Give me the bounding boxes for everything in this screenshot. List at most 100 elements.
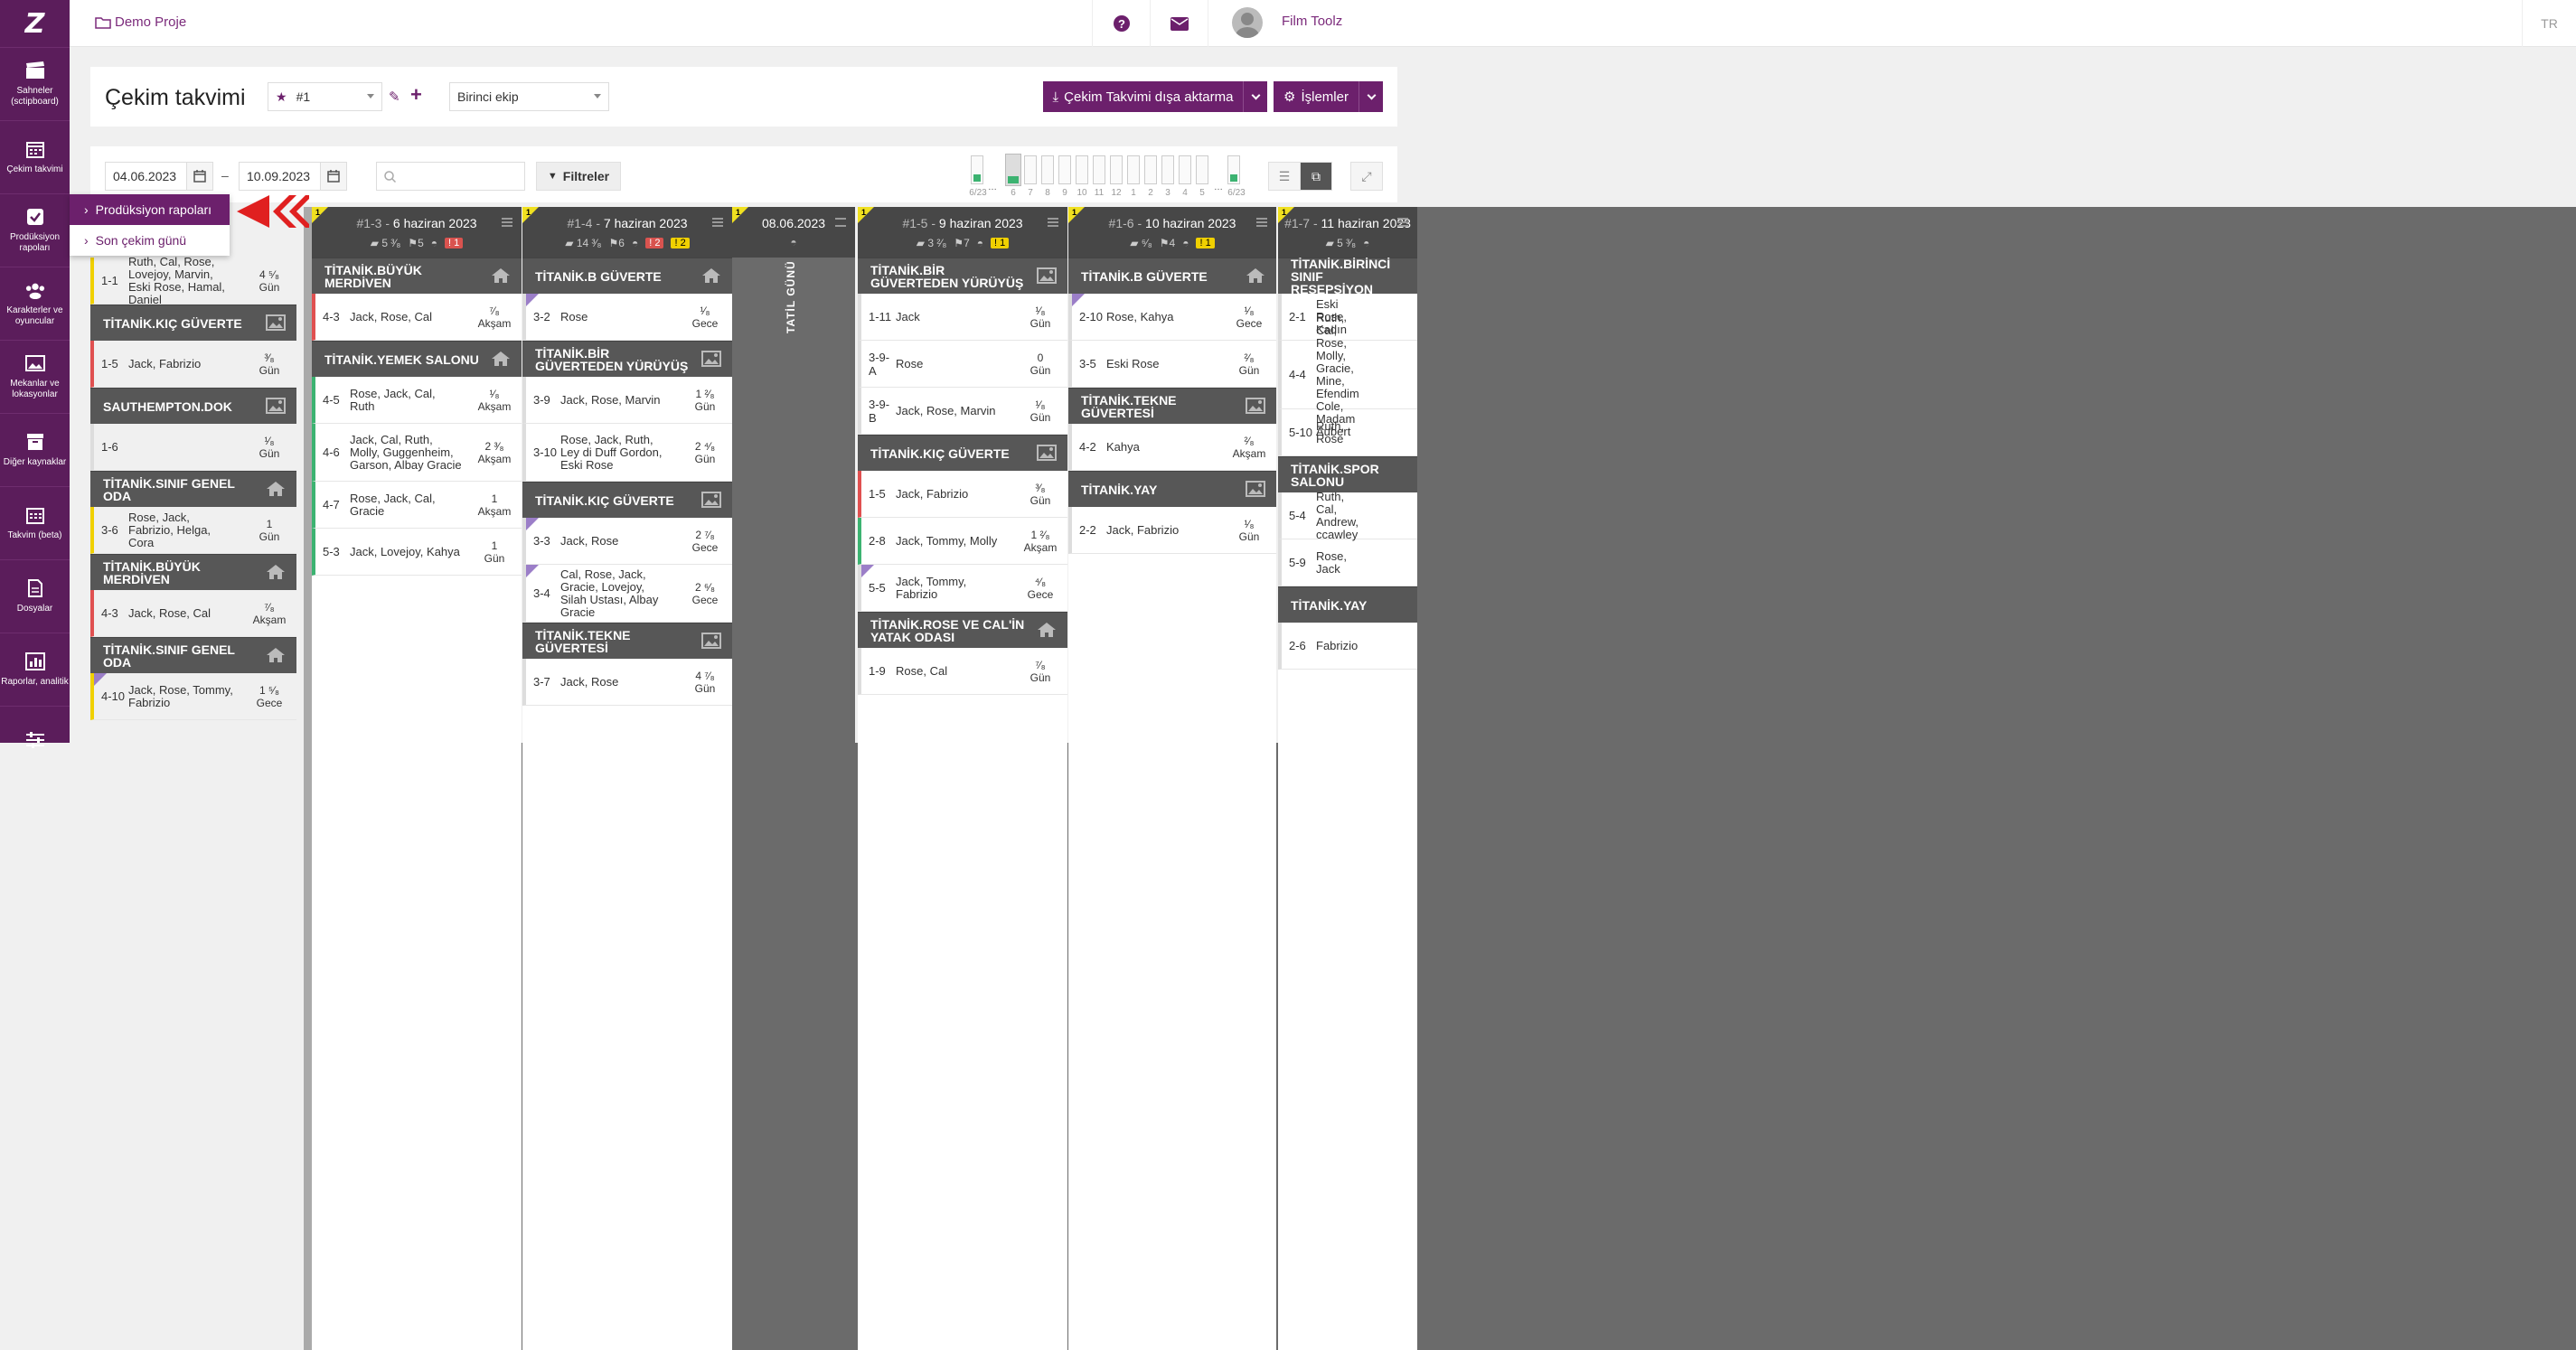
language-switch[interactable]: TR xyxy=(2522,0,2576,47)
fullscreen-button[interactable]: ⤢ xyxy=(1350,162,1383,191)
scene-strip[interactable]: 4-6 Jack, Cal, Ruth, Molly, Guggenheim, G… xyxy=(312,424,522,482)
scene-strip[interactable]: 4-3 Jack, Rose, Cal ⁷⁄₈ Akşam xyxy=(90,590,296,637)
actions-dropdown-toggle[interactable] xyxy=(1359,81,1383,112)
scene-strip[interactable]: 3-3 Jack, Rose 2 ⁷⁄₈ Gece xyxy=(522,518,732,565)
edit-icon[interactable]: ✎ xyxy=(389,89,400,105)
scene-strip[interactable]: 1-11 Jack ¹⁄₈ Gün xyxy=(858,294,1067,341)
warning-badge-red[interactable]: ! 2 xyxy=(645,238,664,248)
location-header[interactable]: TİTANİK.BİRİNCİ SINIF RESEPSİYON xyxy=(1278,258,1417,295)
scene-strip[interactable]: 5-4 Ruth, Cal, Andrew, ccawley xyxy=(1278,490,1417,540)
scene-strip[interactable]: 3-9-A Rose 0 Gün xyxy=(858,341,1067,388)
column-menu-icon[interactable] xyxy=(502,218,512,227)
scene-strip[interactable]: 3-2 Rose ¹⁄₈ Gece xyxy=(522,294,732,341)
project-link[interactable]: Demo Proje xyxy=(95,14,186,30)
location-header[interactable]: TİTANİK.SPOR SALONU xyxy=(1278,456,1417,492)
scene-strip[interactable]: 3-7 Jack, Rose 4 ⁷⁄₈ Gün xyxy=(522,659,732,706)
location-header[interactable]: TİTANİK.BÜYÜK MERDİVEN xyxy=(90,554,296,590)
column-menu-icon[interactable] xyxy=(1048,218,1058,227)
location-header[interactable]: TİTANİK.SINIF GENEL ODA xyxy=(90,471,296,507)
list-view-button[interactable]: ☰ xyxy=(1268,162,1301,191)
column-menu-icon[interactable] xyxy=(1397,218,1408,227)
calendar-minibar[interactable] xyxy=(1076,155,1088,184)
location-header[interactable]: TİTANİK.YAY xyxy=(1278,586,1417,623)
calendar-minibar[interactable] xyxy=(1024,155,1037,184)
scene-strip[interactable]: 1-5 Jack, Fabrizio ³⁄₈ Gün xyxy=(858,471,1067,518)
scene-strip[interactable]: 1-9 Rose, Cal ⁷⁄₈ Gün xyxy=(858,648,1067,695)
column-menu-icon[interactable] xyxy=(1256,218,1267,227)
board-view-button[interactable]: ⧉ xyxy=(1300,162,1332,191)
location-header[interactable]: TİTANİK.SINIF GENEL ODA xyxy=(90,637,296,673)
location-header[interactable]: TİTANİK.B GÜVERTE xyxy=(1068,258,1276,294)
calendar-minibar[interactable] xyxy=(1127,155,1140,184)
calendar-icon[interactable] xyxy=(186,162,213,191)
location-header[interactable]: TİTANİK.ROSE VE CAL'İN YATAK ODASI xyxy=(858,612,1067,648)
scene-strip[interactable]: 4-5 Rose, Jack, Cal, Ruth ¹⁄₈ Akşam xyxy=(312,377,522,424)
submenu-item-production-reports[interactable]: › Prodüksiyon rapoları xyxy=(70,194,230,225)
scene-strip[interactable]: 1-6 ¹⁄₈ Gün xyxy=(90,424,296,471)
filters-button[interactable]: ▼ Filtreler xyxy=(536,162,621,191)
schedule-select[interactable]: ★ #1 xyxy=(268,82,382,111)
scene-strip[interactable]: 2-2 Jack, Fabrizio ¹⁄₈ Gün xyxy=(1068,507,1276,554)
scene-strip[interactable]: 3-5 Eski Rose ²⁄₈ Gün xyxy=(1068,341,1276,388)
sidebar-item-users[interactable]: Karakterler ve oyuncular xyxy=(0,267,70,340)
scene-strip[interactable]: 3-6 Rose, Jack, Fabrizio, Helga, Cora 1 Gün xyxy=(90,507,296,554)
date-from-input[interactable]: 04.06.2023 xyxy=(105,162,188,191)
actions-button[interactable]: ⚙ İşlemler xyxy=(1274,81,1383,112)
search-input[interactable] xyxy=(376,162,525,191)
calendar-minibar[interactable] xyxy=(1041,155,1054,184)
location-header[interactable]: TİTANİK.BÜYÜK MERDİVEN xyxy=(312,258,522,294)
location-header[interactable]: TİTANİK.KIÇ GÜVERTE xyxy=(858,435,1067,471)
warning-badge-yellow[interactable]: ! 1 xyxy=(991,238,1010,248)
sidebar-item-calendar-grid[interactable]: Takvim (beta) xyxy=(0,486,70,559)
scene-strip[interactable]: 3-4 Cal, Rose, Jack, Gracie, Lovejoy, Sil… xyxy=(522,565,732,623)
calendar-minibar[interactable] xyxy=(1005,154,1021,186)
location-header[interactable]: TİTANİK.KIÇ GÜVERTE xyxy=(90,305,296,341)
location-header[interactable]: TİTANİK.B GÜVERTE xyxy=(522,258,732,294)
scene-strip[interactable]: 2-8 Jack, Tommy, Molly 1 ²⁄₈ Akşam xyxy=(858,518,1067,565)
location-header[interactable]: TİTANİK.YAY xyxy=(1068,471,1276,507)
location-header[interactable]: TİTANİK.TEKNE GÜVERTESİ xyxy=(522,623,732,659)
scene-strip[interactable]: 5-9 Rose, Jack xyxy=(1278,539,1417,586)
sidebar-item-calendar[interactable]: Çekim takvimi xyxy=(0,120,70,193)
scene-strip[interactable]: 1-1 Ruth, Cal, Rose, Lovejoy, Marvin, Esk… xyxy=(90,255,296,305)
calendar-minibar[interactable] xyxy=(1144,155,1157,184)
user-menu[interactable] xyxy=(1208,0,1388,47)
warning-badge-yellow[interactable]: ! 1 xyxy=(1196,238,1215,248)
sidebar-item-checkbox[interactable]: Prodüksiyon rapoları xyxy=(0,193,70,267)
location-header[interactable]: SAUTHEMPTON.DOK xyxy=(90,388,296,424)
calendar-minibar[interactable] xyxy=(1179,155,1191,184)
help-button[interactable]: ? xyxy=(1092,0,1150,47)
calendar-minibar[interactable] xyxy=(1196,155,1208,184)
submenu-item-last-day[interactable]: › Son çekim günü xyxy=(84,233,187,248)
scene-strip[interactable]: 4-7 Rose, Jack, Cal, Gracie 1 Akşam xyxy=(312,482,522,529)
messages-button[interactable] xyxy=(1150,0,1208,47)
scene-strip[interactable]: 4-10 Jack, Rose, Tommy, Fabrizio 1 ⁵⁄₈ Gece xyxy=(90,673,296,720)
column-menu-icon[interactable] xyxy=(835,218,846,227)
sidebar-item-file[interactable]: Dosyalar xyxy=(0,559,70,633)
column-menu-icon[interactable] xyxy=(712,218,723,227)
scene-strip[interactable]: 5-10 Ruth, Rose xyxy=(1278,409,1417,456)
scene-strip[interactable]: 1-5 Jack, Fabrizio ³⁄₈ Gün xyxy=(90,341,296,388)
calendar-minibar[interactable] xyxy=(1093,155,1105,184)
location-header[interactable]: TİTANİK.BİR GÜVERTEDEN YÜRÜYÜŞ xyxy=(858,258,1067,294)
export-dropdown-toggle[interactable] xyxy=(1243,81,1267,112)
scene-strip[interactable]: 2-10 Rose, Kahya ¹⁄₈ Gece xyxy=(1068,294,1276,341)
calendar-minibar[interactable] xyxy=(1058,155,1071,184)
calendar-minibar[interactable] xyxy=(1161,155,1174,184)
crew-select[interactable]: Birinci ekip xyxy=(449,82,609,111)
location-header[interactable]: TİTANİK.TEKNE GÜVERTESİ xyxy=(1068,388,1276,424)
scene-strip[interactable]: 2-1 Eski Rose, Kadın xyxy=(1278,294,1417,341)
calendar-minibar[interactable] xyxy=(1227,155,1240,184)
scene-strip[interactable]: 4-3 Jack, Rose, Cal ⁷⁄₈ Akşam xyxy=(312,294,522,341)
scene-strip[interactable]: 3-10 Rose, Jack, Ruth, Ley di Duff Gordon… xyxy=(522,424,732,482)
sidebar-item-sliders[interactable] xyxy=(0,706,70,779)
scene-strip[interactable]: 5-3 Jack, Lovejoy, Kahya 1 Gün xyxy=(312,529,522,576)
scene-strip[interactable]: 5-5 Jack, Tommy, Fabrizio ⁴⁄₈ Gece xyxy=(858,565,1067,612)
warning-badge-red[interactable]: ! 1 xyxy=(445,238,464,248)
location-header[interactable]: TİTANİK.KIÇ GÜVERTE xyxy=(522,482,732,518)
user-name[interactable]: Film Toolz xyxy=(1282,14,1343,29)
sidebar-item-image[interactable]: Mekanlar ve lokasyonlar xyxy=(0,340,70,413)
add-icon[interactable]: + xyxy=(410,83,422,106)
location-header[interactable]: TİTANİK.BİR GÜVERTEDEN YÜRÜYÜŞ xyxy=(522,341,732,377)
scene-strip[interactable]: 4-2 Kahya ²⁄₈ Akşam xyxy=(1068,424,1276,471)
